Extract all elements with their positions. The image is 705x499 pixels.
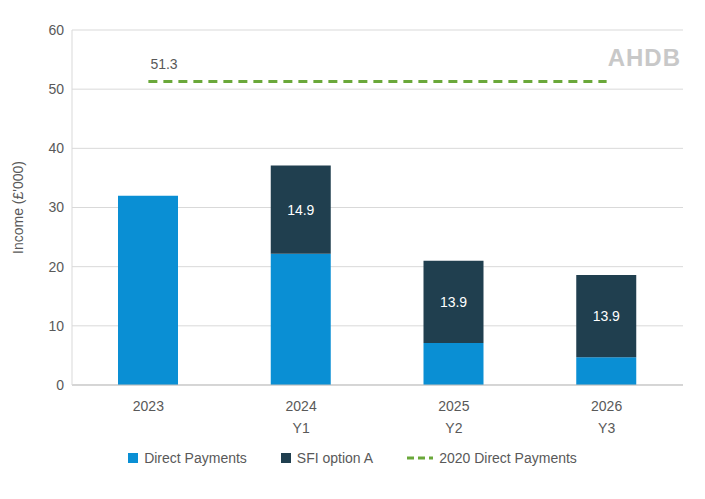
svg-text:20: 20: [48, 259, 64, 275]
svg-text:Y2: Y2: [445, 420, 462, 436]
svg-text:13.9: 13.9: [440, 294, 467, 310]
svg-text:2025: 2025: [438, 398, 469, 414]
svg-text:Y3: Y3: [598, 420, 615, 436]
html-text:Direct Payments: Direct Payments: [144, 450, 247, 466]
html-text:AHDB: AHDB: [607, 44, 681, 71]
svg-text:Income (£'000): Income (£'000): [10, 161, 26, 254]
svg-text:13.9: 13.9: [593, 308, 620, 324]
svg-text:Y1: Y1: [293, 420, 310, 436]
svg-text:2023: 2023: [133, 398, 164, 414]
svg-text:2026: 2026: [591, 398, 622, 414]
svg-text:14.9: 14.9: [287, 202, 314, 218]
svg-text:0: 0: [56, 377, 64, 393]
svg-text:40: 40: [48, 140, 64, 156]
svg-text:10: 10: [48, 318, 64, 334]
svg-text:51.3: 51.3: [150, 56, 177, 72]
svg-text:2024: 2024: [286, 398, 317, 414]
html-text:SFI option A: SFI option A: [296, 450, 374, 466]
html-text:2020 Direct Payments: 2020 Direct Payments: [439, 450, 577, 466]
svg-text:60: 60: [48, 22, 64, 38]
svg-text:50: 50: [48, 81, 64, 97]
svg-text:30: 30: [48, 199, 64, 215]
